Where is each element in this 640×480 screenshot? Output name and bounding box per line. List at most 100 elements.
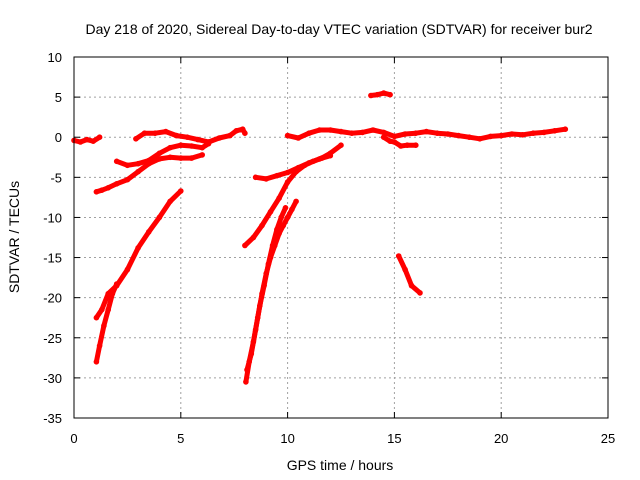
- series-arc-3: [93, 188, 184, 321]
- data-point: [124, 176, 131, 183]
- data-point: [135, 168, 141, 175]
- data-point: [141, 130, 148, 136]
- data-point: [413, 142, 419, 148]
- data-point: [278, 214, 285, 221]
- y-tick-label: -20: [43, 291, 62, 306]
- x-tick-label: 0: [70, 431, 77, 446]
- y-tick-label: -35: [43, 411, 62, 426]
- data-point: [184, 134, 190, 140]
- y-tick-label: 5: [55, 90, 62, 105]
- data-point: [105, 306, 111, 313]
- data-point: [156, 156, 163, 162]
- data-point: [113, 181, 120, 187]
- data-point: [96, 343, 103, 349]
- data-point: [327, 152, 334, 159]
- data-point: [276, 195, 282, 201]
- data-point: [466, 134, 473, 140]
- data-point: [269, 242, 276, 249]
- data-point: [99, 187, 105, 193]
- data-point: [398, 143, 404, 149]
- data-point: [423, 128, 430, 135]
- data-point: [163, 128, 169, 135]
- data-point: [284, 214, 291, 221]
- data-point: [93, 359, 100, 365]
- y-tick-label: 10: [48, 50, 62, 65]
- data-point: [167, 154, 173, 161]
- data-point: [327, 127, 334, 133]
- data-point: [368, 92, 374, 99]
- data-point: [289, 206, 295, 213]
- data-point: [113, 281, 120, 287]
- chart-title: Day 218 of 2020, Sidereal Day-to-day VTE…: [85, 21, 592, 37]
- data-point: [391, 139, 398, 145]
- x-tick-label: 20: [494, 431, 508, 446]
- data-point: [445, 131, 451, 137]
- data-point: [274, 226, 280, 233]
- data-point: [195, 136, 201, 143]
- data-point: [109, 290, 116, 297]
- data-point: [402, 131, 408, 137]
- data-point: [135, 245, 141, 251]
- data-point: [530, 130, 536, 136]
- series-arc-14: [396, 253, 423, 296]
- data-point: [199, 152, 205, 158]
- data-point: [519, 132, 526, 138]
- grid: [74, 57, 608, 418]
- data-point: [282, 205, 289, 211]
- data-point: [338, 128, 344, 135]
- y-tick-label: -10: [43, 210, 62, 225]
- data-point: [380, 129, 387, 136]
- data-point: [156, 214, 163, 221]
- series-arc-9: [244, 205, 288, 373]
- data-point: [124, 266, 131, 273]
- data-point: [395, 253, 402, 259]
- series-arc-5: [114, 141, 212, 168]
- data-point: [562, 126, 569, 132]
- data-point: [178, 188, 184, 194]
- data-point: [295, 135, 302, 141]
- y-tick-label: 0: [55, 130, 62, 145]
- data-point: [146, 157, 152, 164]
- data-point: [156, 150, 163, 157]
- data-point: [248, 351, 255, 357]
- data-point: [178, 155, 184, 161]
- data-point: [263, 176, 270, 182]
- data-point: [434, 130, 440, 136]
- data-point: [408, 282, 415, 289]
- x-axis-label: GPS time / hours: [287, 457, 394, 473]
- data-point: [370, 127, 376, 133]
- data-point: [261, 282, 267, 289]
- data-point: [252, 174, 259, 181]
- data-point: [404, 142, 411, 148]
- data-point: [93, 189, 100, 195]
- y-tick-label: -15: [43, 251, 62, 266]
- data-point: [374, 91, 381, 98]
- series-arc-7: [242, 142, 344, 248]
- data-point: [316, 156, 323, 162]
- data-point: [284, 169, 291, 176]
- data-point: [280, 222, 287, 229]
- data-point: [306, 130, 312, 136]
- data-point: [380, 134, 387, 140]
- data-point: [348, 130, 355, 136]
- data-point: [265, 261, 272, 267]
- data-point: [477, 136, 483, 142]
- data-point: [387, 91, 393, 98]
- plot-frame: [73, 56, 609, 419]
- data-point: [124, 162, 131, 169]
- data-point: [387, 138, 393, 144]
- data-point: [77, 139, 84, 145]
- data-point: [167, 198, 173, 205]
- data-point: [487, 133, 494, 140]
- data-point: [509, 131, 515, 137]
- tick-labels: 0 5 10 15 20 25 10 5 0 -5 -10 -15 -20 -25 -30 -35: [43, 50, 615, 446]
- data-point: [188, 143, 195, 149]
- data-point: [216, 135, 222, 141]
- series-arc-13: [368, 90, 393, 98]
- data-point: [167, 144, 173, 151]
- data-point: [188, 155, 195, 161]
- data-point: [257, 302, 263, 309]
- data-point: [551, 128, 558, 134]
- data-point: [99, 306, 105, 313]
